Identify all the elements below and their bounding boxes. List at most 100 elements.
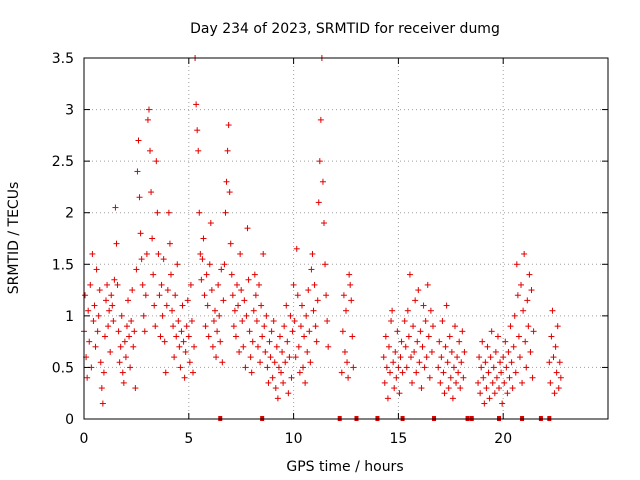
data-point bbox=[303, 312, 310, 319]
data-point bbox=[530, 328, 537, 335]
data-point bbox=[264, 364, 271, 371]
data-point bbox=[344, 359, 351, 366]
data-point bbox=[290, 281, 297, 288]
data-point bbox=[270, 318, 277, 325]
data-point bbox=[312, 323, 319, 330]
data-point bbox=[173, 333, 180, 340]
data-point bbox=[226, 189, 233, 196]
data-point bbox=[166, 240, 173, 247]
data-point bbox=[385, 343, 392, 350]
data-point bbox=[297, 323, 304, 330]
data-point bbox=[149, 235, 156, 242]
data-point bbox=[301, 333, 308, 340]
data-point bbox=[142, 292, 149, 299]
data-point bbox=[215, 281, 222, 288]
data-point bbox=[500, 354, 507, 361]
data-point bbox=[289, 328, 296, 335]
data-point bbox=[422, 318, 429, 325]
y-tick-label: 0 bbox=[65, 412, 74, 428]
data-point bbox=[315, 199, 322, 206]
data-point bbox=[520, 307, 527, 314]
data-point bbox=[499, 400, 506, 407]
data-point bbox=[428, 348, 435, 355]
data-point bbox=[112, 204, 119, 211]
data-point bbox=[131, 328, 138, 335]
data-point bbox=[241, 297, 248, 304]
data-point bbox=[134, 168, 141, 175]
data-point bbox=[527, 348, 534, 355]
data-point bbox=[213, 354, 220, 361]
data-point bbox=[110, 318, 117, 325]
data-point bbox=[99, 400, 106, 407]
data-point bbox=[207, 220, 214, 227]
grid bbox=[84, 58, 608, 419]
data-point bbox=[418, 385, 425, 392]
data-point bbox=[157, 333, 164, 340]
data-point bbox=[302, 379, 309, 386]
data-point bbox=[498, 369, 505, 376]
data-point bbox=[223, 178, 230, 185]
data-point bbox=[445, 385, 452, 392]
data-point bbox=[405, 333, 412, 340]
data-point bbox=[178, 328, 185, 335]
data-point bbox=[426, 374, 433, 381]
data-point bbox=[176, 343, 183, 350]
data-point bbox=[450, 364, 457, 371]
data-point bbox=[309, 250, 316, 257]
data-point bbox=[156, 292, 163, 299]
data-point bbox=[151, 302, 158, 309]
data-point bbox=[114, 281, 121, 288]
data-point bbox=[409, 379, 416, 386]
data-point bbox=[349, 333, 356, 340]
data-point bbox=[174, 261, 181, 268]
data-point bbox=[429, 323, 436, 330]
data-point bbox=[456, 338, 463, 345]
data-point bbox=[396, 390, 403, 397]
data-point bbox=[90, 318, 97, 325]
data-point bbox=[394, 328, 401, 335]
data-point bbox=[96, 287, 103, 294]
data-point bbox=[236, 348, 243, 355]
data-point bbox=[461, 348, 468, 355]
data-point bbox=[245, 276, 252, 283]
x-axis-label: GPS time / hours bbox=[286, 459, 403, 475]
data-point bbox=[163, 302, 170, 309]
data-point bbox=[340, 292, 347, 299]
data-point bbox=[488, 328, 495, 335]
data-point bbox=[108, 292, 115, 299]
data-point bbox=[384, 395, 391, 402]
data-point bbox=[515, 333, 522, 340]
data-point bbox=[412, 297, 419, 304]
data-point bbox=[305, 287, 312, 294]
data-point bbox=[243, 312, 250, 319]
data-point bbox=[133, 266, 140, 273]
data-point bbox=[193, 101, 200, 108]
tick-labels: 0 5 10 15 20 0 0.5 1 1.5 2 2.5 3 3.5 bbox=[52, 51, 512, 447]
data-point bbox=[229, 292, 236, 299]
data-point bbox=[441, 390, 448, 397]
data-point bbox=[230, 323, 237, 330]
data-point bbox=[307, 359, 314, 366]
data-point bbox=[89, 250, 96, 257]
plot-frame bbox=[83, 57, 609, 420]
data-point bbox=[140, 312, 147, 319]
data-point bbox=[489, 379, 496, 386]
data-point bbox=[308, 266, 315, 273]
data-point bbox=[147, 147, 154, 154]
data-point bbox=[504, 390, 511, 397]
data-point bbox=[158, 281, 165, 288]
data-point bbox=[510, 343, 517, 350]
data-point bbox=[279, 348, 286, 355]
data-point bbox=[160, 256, 167, 263]
data-point bbox=[388, 318, 395, 325]
data-point bbox=[526, 271, 533, 278]
data-point bbox=[287, 312, 294, 319]
data-point bbox=[260, 250, 267, 257]
data-point bbox=[196, 209, 203, 216]
data-point bbox=[197, 250, 204, 257]
data-point bbox=[274, 395, 281, 402]
data-point bbox=[111, 276, 118, 283]
data-point bbox=[528, 287, 535, 294]
data-point bbox=[109, 302, 116, 309]
